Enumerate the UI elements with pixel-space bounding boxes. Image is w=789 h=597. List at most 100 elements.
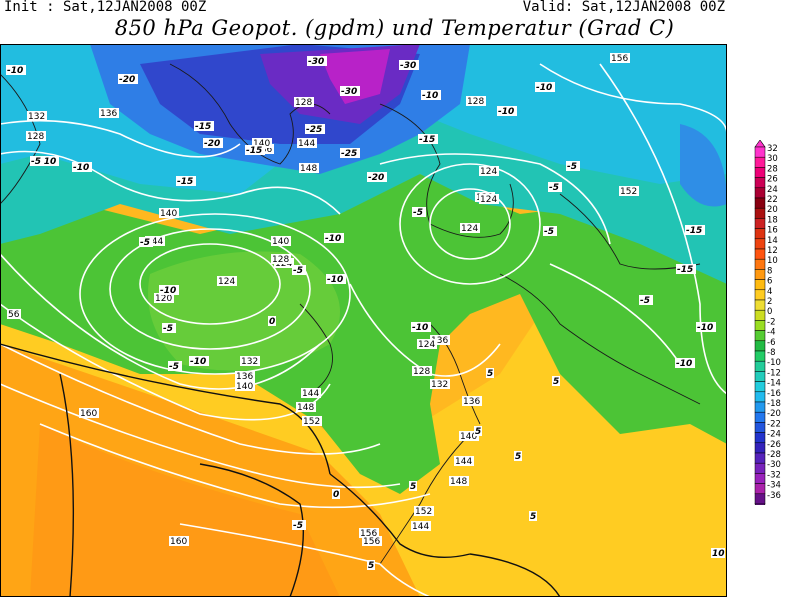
temperature-label: -10 [190,357,206,367]
temperature-label: -5 [544,227,554,237]
legend-label: 26 [767,175,778,185]
geopotential-label: 156 [363,537,380,547]
legend-swatch [754,320,766,331]
temp-field-magenta [320,49,390,104]
geopotential-label-bg [454,456,474,466]
temperature-label-bg [194,121,214,131]
legend-label: 2 [767,297,772,307]
geopotential-label: 152 [620,187,637,197]
legend-bottom-arrow [754,503,766,505]
geopotential-label-bg [271,236,291,246]
legend-swatch [754,207,766,219]
legend-swatch [754,493,766,505]
temperature-label: -25 [306,125,322,135]
temperature-label: 5 [553,377,559,387]
geopotential-label-bg [619,186,639,196]
legend-swatch [754,411,766,423]
legend-label: -2 [767,317,775,327]
temperature-label-bg [409,481,417,491]
geopotential-label: 148 [300,164,317,174]
geopotential-label-bg [459,431,479,441]
temperature-label: -15 [686,226,702,236]
temperature-label: -15 [677,265,693,275]
geopotential-label-bg [235,381,255,391]
temperature-label-bg [305,124,325,134]
legend-label: -14 [767,379,781,389]
geopotential-label-group: 1321281361401441201241241281321361401441… [6,53,725,571]
temperature-label: -10 [327,275,343,285]
geopotential-label-bg [271,254,291,264]
temperature-label: -20 [368,173,384,183]
legend-label: -18 [767,399,781,409]
geopotential-label: 144 [412,522,429,532]
geopotential-label: 124 [418,340,435,350]
legend-swatch [754,299,766,311]
temperature-label-bg [203,138,223,148]
temperature-label-bg [639,295,653,305]
legend-swatch [754,309,766,321]
temperature-label: 10 [712,549,725,559]
geopotential-label-bg [479,166,499,176]
temperature-label-bg [307,56,327,66]
temperature-label: -30 [308,57,324,67]
legend-swatch [754,218,766,229]
geopotential-label: 136 [236,372,253,382]
legend-swatch [754,340,766,352]
geopotential-label: 160 [80,409,97,419]
temperature-label-bg [189,356,209,366]
legend-top-arrow [754,140,766,148]
legend-label: -10 [767,358,781,368]
init-time: Init : Sat,12JAN2008 00Z [4,0,207,15]
geopotential-label: 128 [295,98,312,108]
legend-label: -8 [767,348,775,358]
temperature-label-bg [176,176,196,186]
legend-label: 24 [767,185,778,195]
geopotential-label-bg [417,339,437,349]
legend-label: -32 [767,470,781,480]
temperature-label: -10 [422,91,438,101]
temperature-label-bg [162,323,176,333]
temperature-label-bg [292,265,306,275]
temperature-label-bg [548,182,562,192]
chart-title: 850 hPa Geopot. (gpdm) und Temperatur (G… [114,16,675,40]
temperature-label: -5 [413,208,423,218]
geopotential-isolines [0,63,727,597]
temperature-label-bg [421,90,441,100]
legend-swatch [754,146,766,158]
legend-label: -28 [767,450,781,460]
temperature-label: -25 [341,149,357,159]
geopotential-label-bg [359,528,379,538]
geopotential-label: 128 [413,367,430,377]
geopotential-label: 144 [302,389,319,399]
geopotential-label-bg [7,309,21,319]
legend-swatch [754,156,766,168]
temperature-label: -15 [177,177,193,187]
color-legend: 32302826242220181614121086420-2-4-6-8-10… [754,140,781,505]
temperature-label-bg [399,60,419,70]
temperature-label-bg [292,520,306,530]
geopotential-label-bg [154,293,174,303]
temperature-label: -15 [246,146,262,156]
temperature-label: -15 [419,135,435,145]
temp-field-green-light [148,251,340,371]
geopotential-label: 160 [170,537,187,547]
legend-swatch [754,187,766,199]
legend-swatch [754,401,766,413]
legend-swatch [754,289,766,301]
temperature-label-bg [30,156,44,166]
temperature-label: -10 [498,107,514,117]
weather-map: 1321281361401441201241241281321361401441… [0,44,727,597]
legend-label: -20 [767,409,781,419]
legend-label: 14 [767,236,778,246]
temperature-label: -20 [119,75,135,85]
temperature-isolines [0,343,561,597]
temperature-label: -5 [293,521,303,531]
temperature-label: -10 [412,323,428,333]
legend-swatch [754,462,766,474]
legend-swatch [754,452,766,464]
temperature-label-bg [340,148,360,158]
geopotential-label: 140 [236,382,253,392]
geopotential-label-bg [462,396,482,406]
temperature-label-bg [340,86,360,96]
temperature-label-bg [326,274,346,284]
